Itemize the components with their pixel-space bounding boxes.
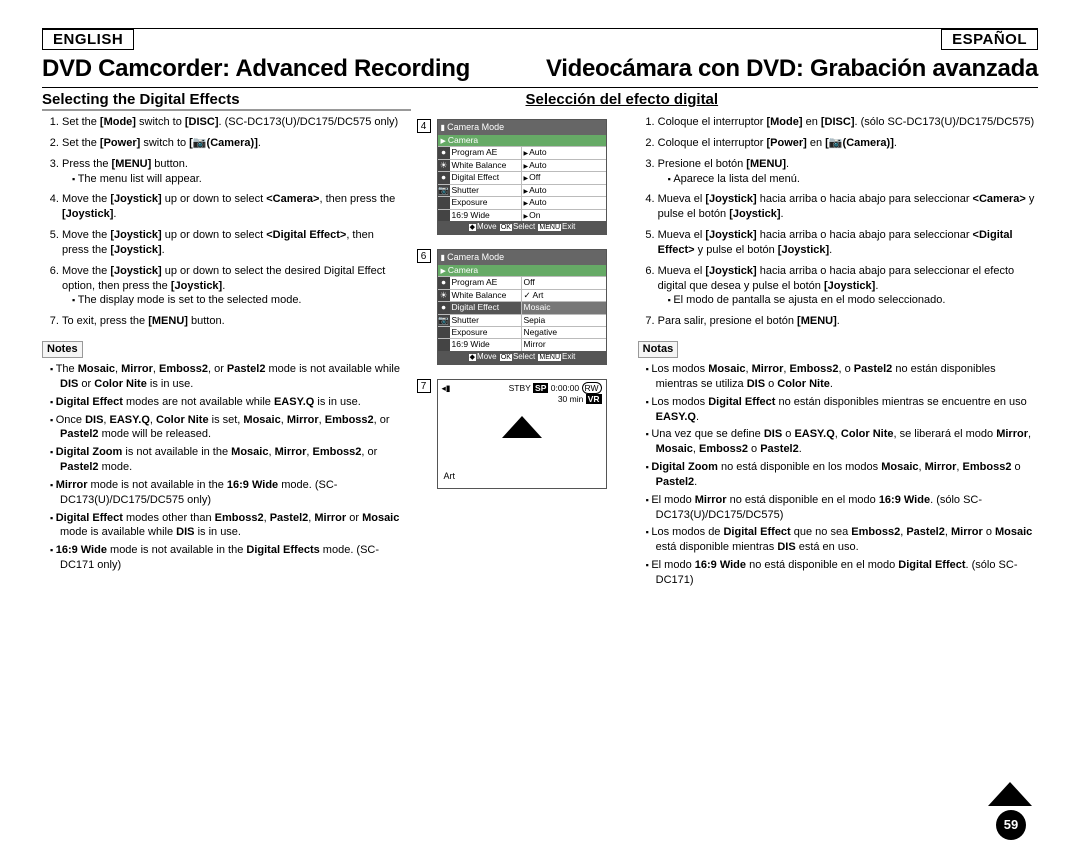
osd-step-4: 4 [417,119,431,133]
battery-icon: ◂▮ [442,383,451,394]
osd-column: 4 ▮ Camera ModeCamera●Program AEAuto☀Whi… [411,115,630,591]
lang-espanol: ESPAÑOL [941,29,1038,50]
notes-label-en: Notes [42,341,83,358]
play-triangle-icon [502,416,542,438]
language-row: ENGLISH ESPAÑOL [42,29,1038,50]
vr-badge: VR [586,394,602,404]
steps-list-es: Coloque el interruptor [Mode] en [DISC].… [638,115,1038,329]
title-es: Videocámara con DVD: Grabación avanzada [540,53,1038,87]
osd-panel-6: ▮ Camera ModeCamera●Program AEOff☀White … [437,249,607,365]
timecode: 0:00:00 [551,383,579,393]
page-number: 59 [996,810,1026,840]
steps-list-en: Set the [Mode] switch to [DISC]. (SC-DC1… [42,115,403,329]
notes-list-en: The Mosaic, Mirror, Emboss2, or Pastel2 … [42,362,403,573]
spanish-column: Coloque el interruptor [Mode] en [DISC].… [630,115,1038,591]
english-column: Set the [Mode] switch to [DISC]. (SC-DC1… [42,115,411,591]
corner-triangle-icon [988,782,1032,806]
notes-list-es: Los modos Mosaic, Mirror, Emboss2, o Pas… [638,362,1038,588]
duration: 30 min [558,394,584,404]
manual-page: ENGLISH ESPAÑOL DVD Camcorder: Advanced … [0,0,1080,866]
stby-label: STBY [509,383,531,393]
lang-english: ENGLISH [42,29,134,50]
rw-badge: RW [582,382,602,394]
section-heading-en: Selecting the Digital Effects [42,88,411,111]
effect-label: Art [444,470,456,482]
osd-step-6: 6 [417,249,431,263]
notes-label-es: Notas [638,341,679,358]
osd-step-7: 7 [417,379,431,393]
osd-panel-7: ◂▮ STBY SP 0:00:00 RW 30 min VR Art [437,379,607,489]
title-row: DVD Camcorder: Advanced Recording Videoc… [42,53,1038,88]
sp-label: SP [533,383,548,393]
title-en: DVD Camcorder: Advanced Recording [42,53,540,87]
osd-panel-4: ▮ Camera ModeCamera●Program AEAuto☀White… [437,119,607,235]
section-heading-es: Selección del efecto digital [411,88,909,111]
